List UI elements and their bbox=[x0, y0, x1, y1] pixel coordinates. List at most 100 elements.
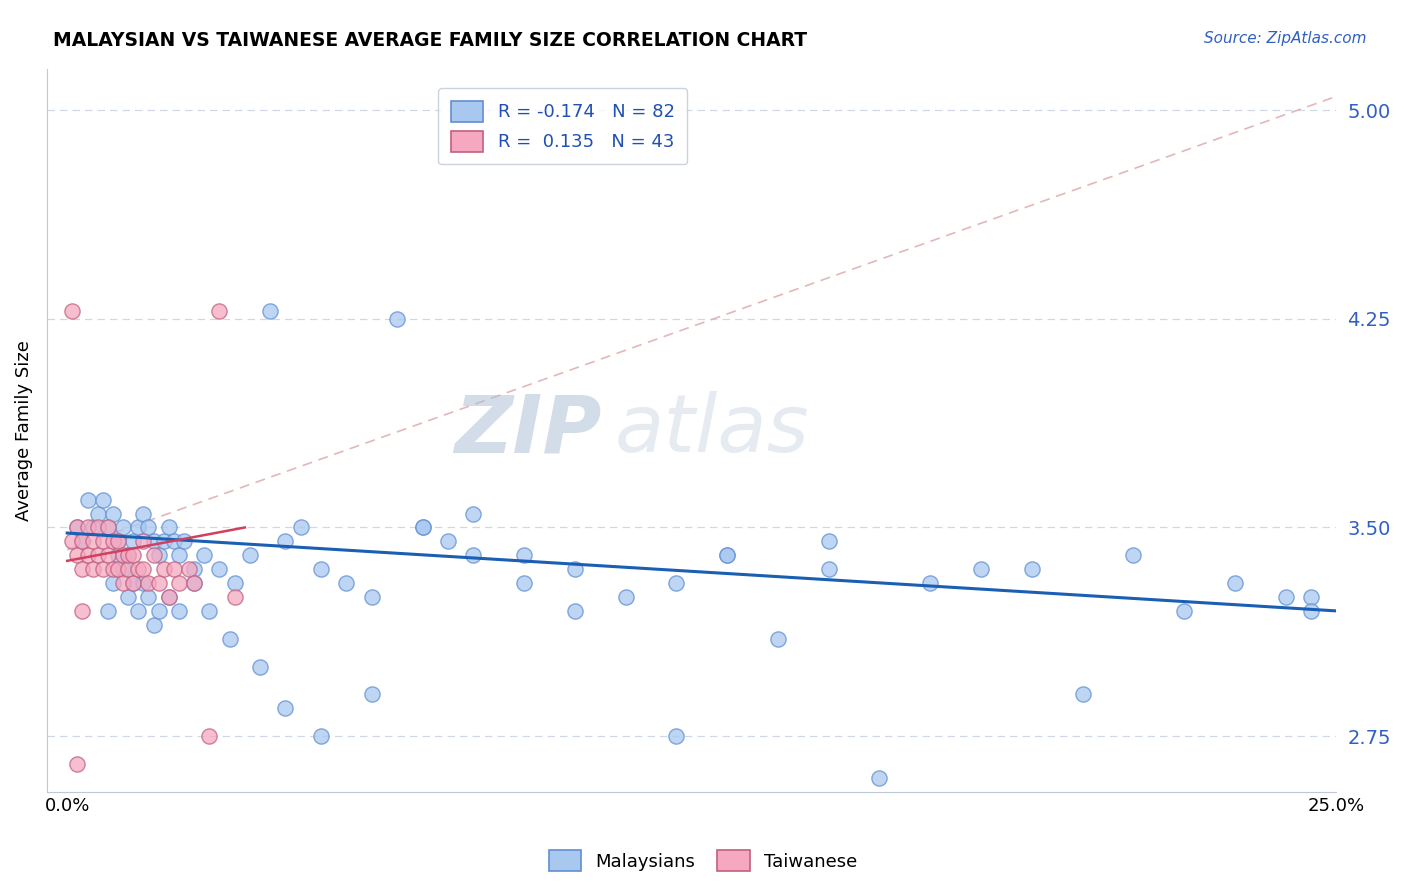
Point bbox=[163, 534, 186, 549]
Point bbox=[117, 562, 139, 576]
Point bbox=[193, 549, 215, 563]
Point bbox=[122, 576, 145, 591]
Point bbox=[148, 549, 170, 563]
Point bbox=[66, 520, 89, 534]
Point bbox=[716, 549, 738, 563]
Point bbox=[91, 534, 114, 549]
Point bbox=[86, 520, 108, 534]
Point bbox=[360, 687, 382, 701]
Point bbox=[208, 562, 231, 576]
Text: atlas: atlas bbox=[614, 391, 808, 469]
Point bbox=[290, 520, 312, 534]
Point bbox=[142, 534, 165, 549]
Point bbox=[66, 520, 89, 534]
Point bbox=[72, 534, 94, 549]
Point bbox=[148, 576, 170, 591]
Point bbox=[107, 534, 129, 549]
Point bbox=[107, 534, 129, 549]
Point bbox=[167, 604, 190, 618]
Point bbox=[117, 549, 139, 563]
Point bbox=[117, 549, 139, 563]
Point bbox=[132, 534, 155, 549]
Point bbox=[157, 520, 180, 534]
Point bbox=[564, 604, 586, 618]
Point bbox=[157, 590, 180, 604]
Point bbox=[665, 576, 688, 591]
Point bbox=[76, 549, 98, 563]
Point bbox=[198, 729, 221, 743]
Point bbox=[249, 659, 271, 673]
Point bbox=[127, 604, 149, 618]
Point bbox=[1021, 562, 1043, 576]
Point bbox=[167, 576, 190, 591]
Point bbox=[309, 562, 332, 576]
Point bbox=[101, 507, 124, 521]
Point bbox=[97, 549, 120, 563]
Point bbox=[274, 534, 297, 549]
Point bbox=[101, 562, 124, 576]
Point bbox=[157, 590, 180, 604]
Point bbox=[970, 562, 993, 576]
Point bbox=[817, 534, 839, 549]
Text: Source: ZipAtlas.com: Source: ZipAtlas.com bbox=[1204, 31, 1367, 46]
Point bbox=[76, 520, 98, 534]
Point bbox=[513, 549, 536, 563]
Point bbox=[82, 520, 104, 534]
Point bbox=[183, 562, 205, 576]
Point bbox=[97, 520, 120, 534]
Point bbox=[127, 562, 149, 576]
Point bbox=[274, 701, 297, 715]
Point bbox=[142, 617, 165, 632]
Point bbox=[335, 576, 357, 591]
Point bbox=[72, 604, 94, 618]
Legend: R = -0.174   N = 82, R =  0.135   N = 43: R = -0.174 N = 82, R = 0.135 N = 43 bbox=[439, 88, 688, 164]
Point bbox=[224, 590, 246, 604]
Point bbox=[101, 534, 124, 549]
Point bbox=[132, 576, 155, 591]
Point bbox=[412, 520, 434, 534]
Point bbox=[224, 576, 246, 591]
Point bbox=[86, 507, 108, 521]
Point bbox=[138, 590, 160, 604]
Point bbox=[1299, 590, 1322, 604]
Y-axis label: Average Family Size: Average Family Size bbox=[15, 340, 32, 521]
Point bbox=[463, 507, 485, 521]
Point bbox=[309, 729, 332, 743]
Point bbox=[132, 562, 155, 576]
Legend: Malaysians, Taiwanese: Malaysians, Taiwanese bbox=[541, 843, 865, 879]
Point bbox=[107, 549, 129, 563]
Point bbox=[920, 576, 942, 591]
Point bbox=[716, 549, 738, 563]
Point bbox=[218, 632, 240, 646]
Point bbox=[239, 549, 262, 563]
Point bbox=[564, 562, 586, 576]
Point bbox=[138, 520, 160, 534]
Point bbox=[167, 549, 190, 563]
Point bbox=[117, 590, 139, 604]
Point bbox=[91, 562, 114, 576]
Point bbox=[412, 520, 434, 534]
Point bbox=[360, 590, 382, 604]
Point bbox=[1122, 549, 1144, 563]
Point bbox=[60, 534, 83, 549]
Point bbox=[112, 549, 135, 563]
Point bbox=[86, 549, 108, 563]
Point bbox=[183, 576, 205, 591]
Point bbox=[60, 303, 83, 318]
Text: MALAYSIAN VS TAIWANESE AVERAGE FAMILY SIZE CORRELATION CHART: MALAYSIAN VS TAIWANESE AVERAGE FAMILY SI… bbox=[53, 31, 807, 50]
Text: ZIP: ZIP bbox=[454, 391, 602, 469]
Point bbox=[138, 576, 160, 591]
Point bbox=[1274, 590, 1296, 604]
Point bbox=[177, 562, 200, 576]
Point bbox=[385, 311, 408, 326]
Point bbox=[112, 562, 135, 576]
Point bbox=[101, 576, 124, 591]
Point bbox=[513, 576, 536, 591]
Point bbox=[1173, 604, 1195, 618]
Point bbox=[142, 549, 165, 563]
Point bbox=[122, 534, 145, 549]
Point bbox=[198, 604, 221, 618]
Point bbox=[152, 562, 174, 576]
Point bbox=[97, 604, 120, 618]
Point bbox=[82, 562, 104, 576]
